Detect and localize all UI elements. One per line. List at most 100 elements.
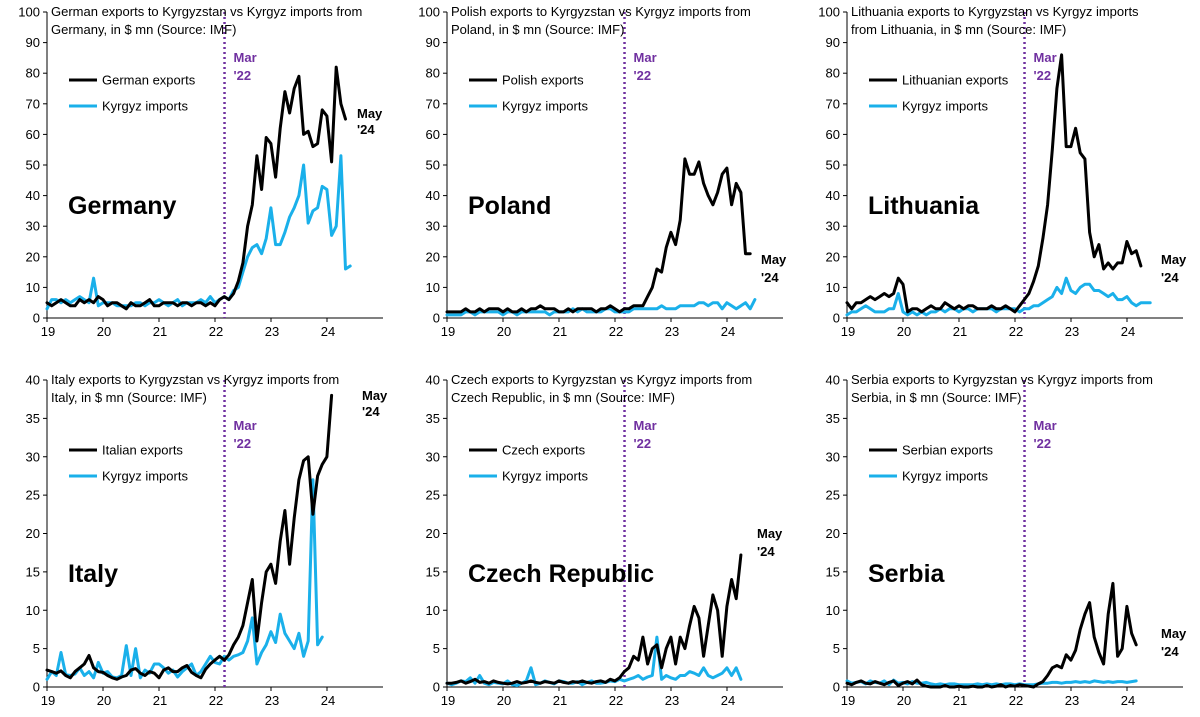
x-tick-label: 21 <box>153 324 167 339</box>
y-tick-label: 35 <box>426 411 440 426</box>
legend-label: Kyrgyz imports <box>502 469 588 484</box>
exports-series-line <box>845 581 1138 689</box>
y-tick-label: 10 <box>26 280 40 295</box>
y-tick-label: 10 <box>426 603 440 618</box>
chart-title-line: Serbia exports to Kyrgyzstan vs Kyrgyz i… <box>851 372 1153 387</box>
imports-series-line <box>845 276 1152 317</box>
legend-label: Polish exports <box>502 73 584 88</box>
x-tick-label: 19 <box>441 324 455 339</box>
x-tick-label: 24 <box>1121 693 1135 708</box>
legend-label: Serbian exports <box>902 443 994 458</box>
x-tick-label: 20 <box>97 324 111 339</box>
y-tick-label: 0 <box>833 311 840 326</box>
y-tick-label: 40 <box>426 188 440 203</box>
x-tick-label: 22 <box>209 324 223 339</box>
x-tick-label: 20 <box>897 324 911 339</box>
y-tick-label: 0 <box>433 311 440 326</box>
y-tick-label: 0 <box>433 680 440 695</box>
chart-panel-6: 0 5 10 15 20 25 30 35 40 19 20 21 22 23 24 Mar '22 Serbia… <box>826 372 1188 708</box>
imports-series-line <box>45 478 324 681</box>
y-tick-label: 0 <box>33 680 40 695</box>
x-tick-label: 21 <box>153 693 167 708</box>
y-tick-label: 40 <box>426 373 440 388</box>
y-tick-label: 90 <box>426 35 440 50</box>
end-label-month: May <box>761 252 787 267</box>
x-tick-label: 21 <box>953 324 967 339</box>
imports-series-line <box>445 298 757 317</box>
y-tick-label: 20 <box>426 249 440 264</box>
y-tick-label: 20 <box>826 249 840 264</box>
legend-label: Kyrgyz imports <box>502 99 588 114</box>
y-tick-label: 70 <box>26 96 40 111</box>
y-tick-label: 40 <box>26 188 40 203</box>
marker-label-year: '22 <box>1034 436 1052 451</box>
exports-series-line <box>445 157 752 314</box>
end-label-month: May <box>757 526 783 541</box>
end-label-year: '24 <box>761 270 779 285</box>
y-tick-label: 100 <box>18 5 40 20</box>
end-label-year: '24 <box>1161 270 1179 285</box>
imports-series-line <box>445 635 743 687</box>
y-tick-label: 90 <box>826 35 840 50</box>
chart-title-line: from Lithuania, in $ mn (Source: IMF) <box>851 22 1066 37</box>
chart-title-line: Italy exports to Kyrgyzstan vs Kyrgyz im… <box>51 372 339 387</box>
chart-title-line: Poland, in $ mn (Source: IMF) <box>451 22 624 37</box>
marker-label-year: '22 <box>234 68 252 83</box>
y-tick-label: 20 <box>826 526 840 541</box>
legend-label: Lithuanian exports <box>902 73 1009 88</box>
chart-title-line: Germany, in $ mn (Source: IMF) <box>51 22 236 37</box>
x-tick-label: 24 <box>321 693 335 708</box>
x-tick-label: 22 <box>1009 693 1023 708</box>
country-label: Lithuania <box>868 192 980 220</box>
legend-label: Czech exports <box>502 443 586 458</box>
x-tick-label: 19 <box>41 693 55 708</box>
chart-panel-4: 0 5 10 15 20 25 30 35 40 19 20 21 22 23 24 Mar '22 Italy … <box>26 372 389 708</box>
y-tick-label: 0 <box>33 311 40 326</box>
chart-title-line: Lithuania exports to Kyrgyzstan vs Kyrgy… <box>851 4 1139 19</box>
y-tick-label: 30 <box>826 449 840 464</box>
end-label-year: '24 <box>757 544 775 559</box>
x-tick-label: 22 <box>1009 324 1023 339</box>
y-tick-label: 25 <box>26 488 40 503</box>
y-tick-label: 5 <box>433 641 440 656</box>
y-tick-label: 15 <box>26 564 40 579</box>
x-tick-label: 19 <box>41 324 55 339</box>
x-tick-label: 21 <box>953 693 967 708</box>
x-tick-label: 23 <box>665 693 679 708</box>
y-tick-label: 30 <box>826 219 840 234</box>
chart-panel-5: 0 5 10 15 20 25 30 35 40 19 20 21 22 23 24 Mar '22 Czech … <box>426 372 784 708</box>
end-label-month: May <box>1161 252 1187 267</box>
y-tick-label: 80 <box>426 66 440 81</box>
y-tick-label: 0 <box>833 680 840 695</box>
y-tick-label: 10 <box>26 603 40 618</box>
y-tick-label: 60 <box>26 127 40 142</box>
y-tick-label: 80 <box>26 66 40 81</box>
y-tick-label: 70 <box>426 96 440 111</box>
y-tick-label: 35 <box>826 411 840 426</box>
y-tick-label: 60 <box>426 127 440 142</box>
marker-label-year: '22 <box>634 436 652 451</box>
y-tick-label: 5 <box>33 641 40 656</box>
country-label: Poland <box>468 192 551 220</box>
end-label-month: May <box>362 388 388 403</box>
x-tick-label: 19 <box>841 324 855 339</box>
x-tick-label: 23 <box>265 324 279 339</box>
x-tick-label: 19 <box>841 693 855 708</box>
chart-title-line: Czech exports to Kyrgyzstan vs Kyrgyz im… <box>451 372 752 387</box>
chart-title-line: Italy, in $ mn (Source: IMF) <box>51 390 207 405</box>
end-label-year: '24 <box>357 122 375 137</box>
y-tick-label: 20 <box>26 249 40 264</box>
legend-label: Kyrgyz imports <box>102 99 188 114</box>
marker-label-year: '22 <box>1034 68 1052 83</box>
y-tick-label: 35 <box>26 411 40 426</box>
x-tick-label: 20 <box>97 693 111 708</box>
x-tick-label: 19 <box>441 693 455 708</box>
marker-label-month: Mar <box>1034 418 1057 433</box>
marker-label-month: Mar <box>634 50 657 65</box>
marker-label-month: Mar <box>634 418 657 433</box>
y-tick-label: 25 <box>826 488 840 503</box>
x-tick-label: 20 <box>897 693 911 708</box>
end-label-month: May <box>357 106 383 121</box>
end-label-month: May <box>1161 626 1187 641</box>
